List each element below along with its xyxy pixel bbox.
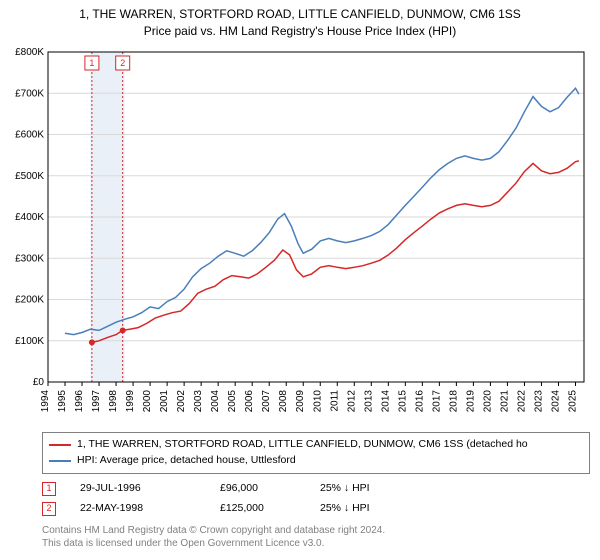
sale-row: 1 29-JUL-1996£96,00025% ↓ HPI [42, 480, 590, 498]
copyright-notice: Contains HM Land Registry data © Crown c… [42, 524, 590, 550]
svg-text:£0: £0 [33, 377, 45, 388]
svg-text:2025: 2025 [567, 390, 578, 413]
svg-text:2019: 2019 [465, 390, 476, 413]
svg-text:2018: 2018 [448, 390, 459, 413]
title-line1: 1, THE WARREN, STORTFORD ROAD, LITTLE CA… [0, 6, 600, 23]
svg-text:2017: 2017 [431, 390, 442, 413]
sale-row: 2 22-MAY-1998£125,00025% ↓ HPI [42, 500, 590, 518]
svg-text:£500K: £500K [15, 171, 44, 182]
svg-text:2008: 2008 [278, 390, 289, 413]
svg-text:2016: 2016 [414, 390, 425, 413]
sale-date: 22-MAY-1998 [80, 501, 220, 517]
svg-text:£800K: £800K [15, 47, 44, 58]
svg-text:£100K: £100K [15, 336, 44, 347]
sale-price: £125,000 [220, 501, 320, 517]
svg-text:1997: 1997 [91, 390, 102, 413]
svg-text:2013: 2013 [363, 390, 374, 413]
svg-text:2010: 2010 [312, 390, 323, 413]
svg-text:2020: 2020 [482, 390, 493, 413]
svg-text:2007: 2007 [261, 390, 272, 413]
svg-text:2012: 2012 [346, 390, 357, 413]
chart-footer: 1, THE WARREN, STORTFORD ROAD, LITTLE CA… [42, 432, 590, 550]
title-line2: Price paid vs. HM Land Registry's House … [0, 23, 600, 40]
svg-text:2000: 2000 [142, 390, 153, 413]
chart-svg: £0 £100K £200K £300K £400K £500K £600K £700K £80… [8, 44, 592, 424]
svg-text:2006: 2006 [244, 390, 255, 413]
sale-marker-icon: 1 [42, 482, 56, 496]
svg-text:2011: 2011 [329, 390, 340, 412]
legend-swatch [49, 460, 71, 462]
svg-text:£300K: £300K [15, 253, 44, 264]
legend-box: 1, THE WARREN, STORTFORD ROAD, LITTLE CA… [42, 432, 590, 474]
legend-item: 1, THE WARREN, STORTFORD ROAD, LITTLE CA… [49, 437, 583, 453]
svg-text:2022: 2022 [516, 390, 527, 413]
svg-text:1999: 1999 [125, 390, 136, 413]
svg-text:2005: 2005 [227, 390, 238, 413]
svg-text:1: 1 [89, 58, 94, 68]
svg-text:2003: 2003 [193, 390, 204, 413]
copyright-line1: Contains HM Land Registry data © Crown c… [42, 524, 590, 537]
svg-text:2014: 2014 [380, 390, 391, 413]
chart-title-block: 1, THE WARREN, STORTFORD ROAD, LITTLE CA… [0, 0, 600, 40]
svg-text:1995: 1995 [57, 390, 68, 413]
svg-text:£200K: £200K [15, 295, 44, 306]
legend-label: HPI: Average price, detached house, Uttl… [77, 453, 296, 469]
copyright-line2: This data is licensed under the Open Gov… [42, 537, 590, 550]
svg-text:2023: 2023 [533, 390, 544, 413]
svg-text:2: 2 [120, 58, 125, 68]
svg-text:£400K: £400K [15, 212, 44, 223]
legend-label: 1, THE WARREN, STORTFORD ROAD, LITTLE CA… [77, 437, 528, 453]
sale-marker-icon: 2 [42, 502, 56, 516]
legend-swatch [49, 444, 71, 446]
svg-text:1994: 1994 [40, 390, 51, 413]
svg-text:2002: 2002 [176, 390, 187, 413]
svg-text:2004: 2004 [210, 390, 221, 413]
svg-text:1996: 1996 [74, 390, 85, 413]
svg-text:2015: 2015 [397, 390, 408, 413]
sale-date: 29-JUL-1996 [80, 481, 220, 497]
price-chart: £0 £100K £200K £300K £400K £500K £600K £700K £80… [8, 44, 592, 424]
sale-price: £96,000 [220, 481, 320, 497]
svg-text:£600K: £600K [15, 130, 44, 141]
svg-text:1998: 1998 [108, 390, 119, 413]
svg-text:2009: 2009 [295, 390, 306, 413]
sales-list: 1 29-JUL-1996£96,00025% ↓ HPI 2 22-MAY-1998… [42, 480, 590, 518]
svg-text:£700K: £700K [15, 88, 44, 99]
legend-item: HPI: Average price, detached house, Uttl… [49, 453, 583, 469]
svg-text:2024: 2024 [550, 390, 561, 413]
svg-text:2001: 2001 [159, 390, 170, 413]
sale-change: 25% ↓ HPI [320, 481, 460, 497]
svg-text:2021: 2021 [499, 390, 510, 413]
sale-change: 25% ↓ HPI [320, 501, 460, 517]
